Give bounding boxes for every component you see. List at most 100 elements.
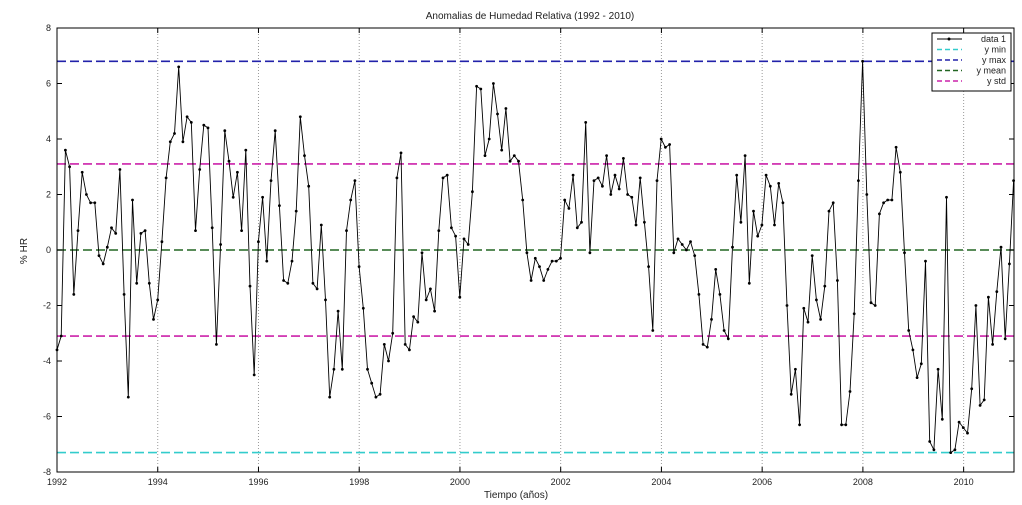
data-point [898,170,902,174]
data-point [903,251,906,255]
data-point [848,390,852,393]
data-point [638,176,642,180]
data-point [852,312,856,316]
data-point [420,251,424,255]
x-tick-label: 2004 [651,477,671,487]
data-point [378,392,382,396]
data-point [479,87,483,91]
data-point [198,168,202,171]
data-point [269,179,273,183]
data-point [126,395,130,399]
data-point [869,301,873,305]
data-point [584,121,588,124]
x-tick-label: 1992 [47,477,67,487]
data-point [701,343,705,346]
data-point [206,126,210,130]
x-tick-label: 2000 [450,477,470,487]
y-tick-label: -8 [43,467,51,477]
data-point [462,237,466,241]
data-point [752,209,755,213]
data-point [194,229,197,233]
data-point [756,234,760,238]
data-point [798,423,801,427]
data-point [999,245,1003,249]
data-point [353,179,357,183]
data-point [953,448,957,452]
y-tick-label: -2 [43,301,51,311]
chart-title: Anomalias de Humedad Relativa (1992 - 20… [426,11,634,22]
data-point [622,157,625,160]
data-point [836,279,839,282]
data-point [861,59,864,63]
data-point [693,254,697,257]
legend-label-y-std: y std [987,76,1006,86]
data-point [626,193,629,196]
data-point [59,334,63,338]
data-point [240,229,244,233]
data-point [475,84,478,88]
data-point [924,259,927,263]
data-point [403,343,407,346]
data-point [521,198,525,202]
data-point [982,398,986,402]
data-point [760,223,764,227]
data-point [219,243,223,246]
data-point [156,298,160,302]
data-point [907,329,911,332]
data-point [634,223,638,227]
data-point [164,176,168,180]
data-point [571,173,575,177]
x-axis-title: Tiempo (años) [484,490,548,501]
y-axis-title: % HR [19,238,30,264]
data-point [93,201,97,205]
data-point [689,240,692,244]
data-point [441,176,445,180]
x-tick-label: 2010 [954,477,974,487]
data-point [72,293,76,296]
data-point [777,182,781,185]
data-point [223,129,227,133]
data-point [827,209,831,213]
data-point [596,176,600,180]
data-point [173,132,176,135]
x-tick-label: 2006 [752,477,772,487]
data-point [567,207,571,210]
data-point [840,423,843,427]
data-point [345,229,348,233]
data-point [789,392,793,396]
data-point [252,373,256,377]
data-point [168,140,172,144]
data-point [697,293,701,296]
data-point [802,306,806,310]
data-point [894,145,898,149]
data-point [710,318,713,321]
data-point [533,256,537,260]
data-point [118,168,122,171]
y-tick-label: 2 [46,190,51,200]
data-point [261,195,264,199]
data-point [810,254,814,257]
data-point [466,243,470,246]
y-tick-label: -4 [43,356,51,366]
data-point [764,173,768,177]
data-point [366,367,369,371]
data-point [559,256,562,260]
y-tick-label: 8 [46,23,51,33]
data-point [303,154,306,158]
data-point [487,137,491,141]
data-point [722,329,726,332]
data-point [433,309,436,313]
data-point [538,265,541,268]
data-point [651,329,655,332]
data-point [915,376,919,379]
plot-area: 1992 1994 1996 1998 2000 2002 2004 2006 2008 2010… [43,23,1015,487]
data-point [105,245,109,249]
data-point [492,82,495,85]
data-point [932,448,936,452]
data-point [890,198,894,202]
data-point [643,220,646,224]
data-point [517,159,520,163]
data-point [819,318,822,321]
data-point [324,298,327,302]
data-point [101,262,105,266]
